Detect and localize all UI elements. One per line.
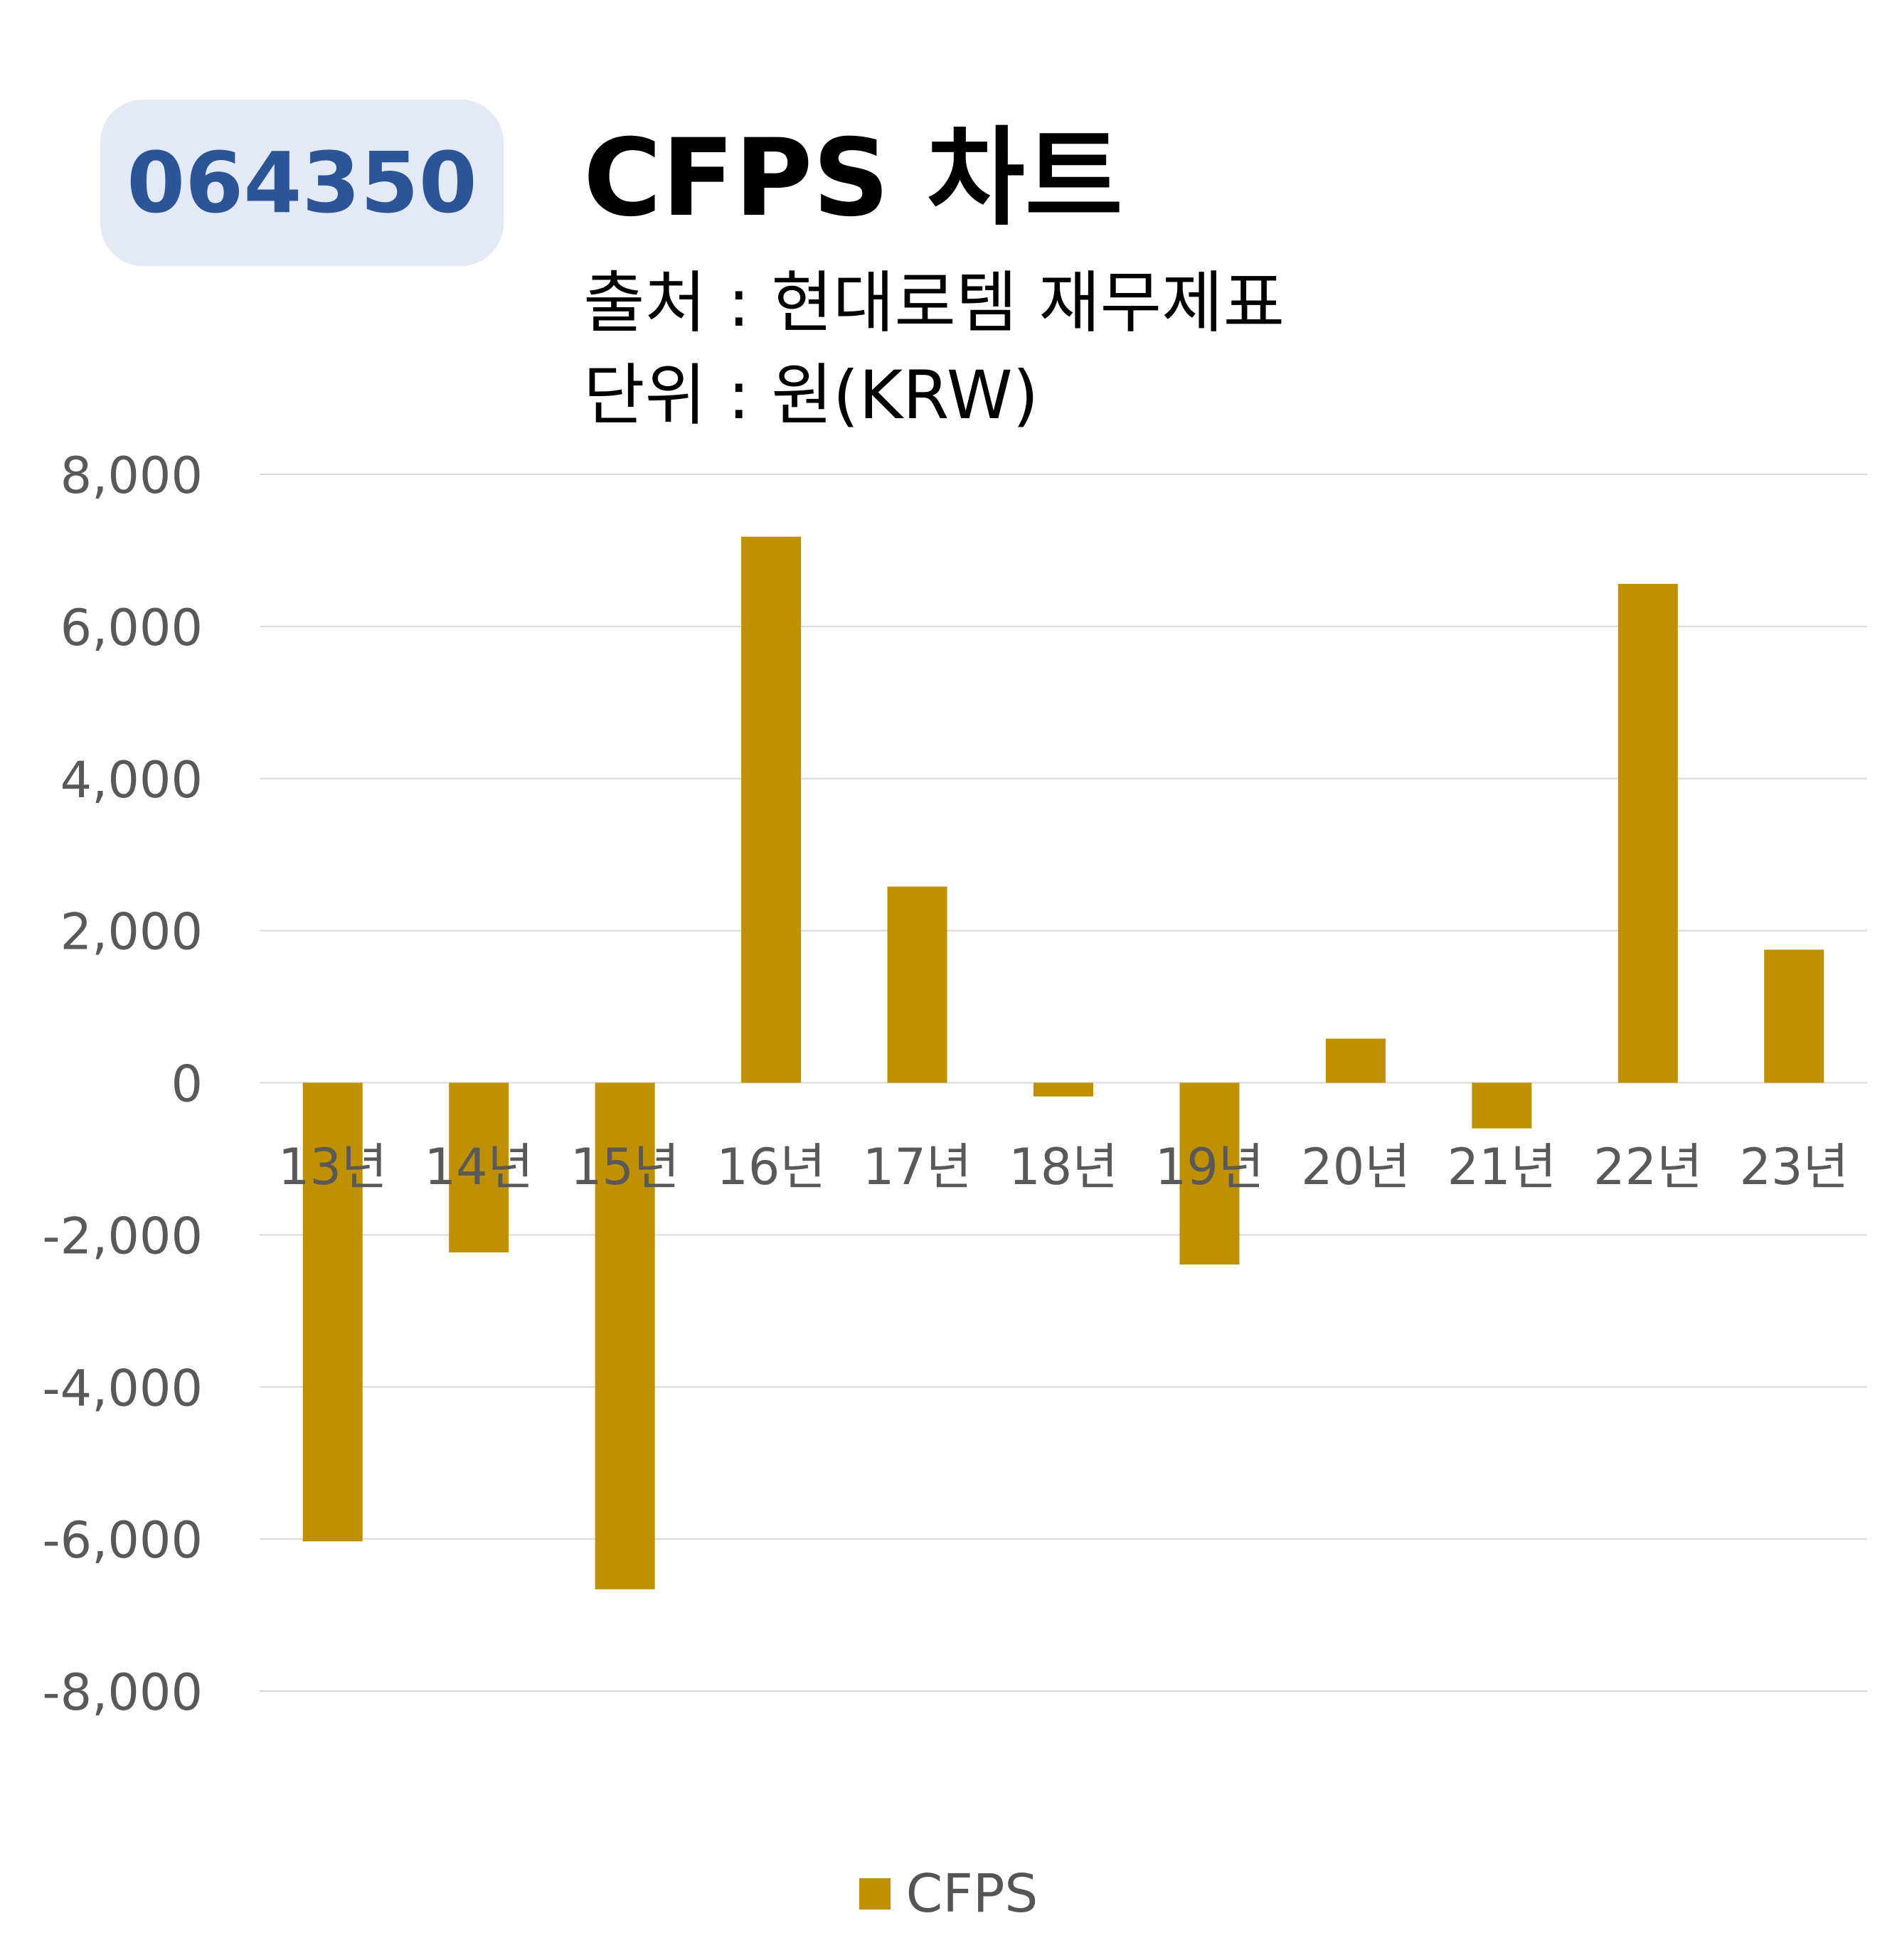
bar-23년 <box>1764 949 1824 1083</box>
label-layer: 8,000 6,000 4,000 2,000 0 -2,000 -4,000 -6,000 -… <box>42 447 1849 1722</box>
legend-label-cfps: CFPS <box>905 1863 1038 1924</box>
x-tick-label: 17년 <box>863 1138 972 1196</box>
legend-swatch <box>859 1878 891 1910</box>
y-tick-label: -8,000 <box>42 1663 203 1722</box>
legend: CFPS <box>0 1863 1897 1924</box>
bar-14년 <box>449 1082 509 1252</box>
bar-19년 <box>1179 1082 1240 1265</box>
bar-16년 <box>741 536 802 1083</box>
x-tick-label: 23년 <box>1740 1138 1849 1196</box>
x-tick-label: 13년 <box>278 1138 387 1196</box>
stock-code: 064350 <box>127 134 477 232</box>
y-tick-label: 2,000 <box>60 903 203 962</box>
x-tick-label: 20년 <box>1301 1138 1410 1196</box>
x-tick-label: 15년 <box>570 1138 679 1196</box>
bar-18년 <box>1033 1082 1093 1097</box>
y-tick-label: -6,000 <box>42 1511 203 1570</box>
bar-layer <box>302 536 1824 1589</box>
y-tick-label: 0 <box>171 1055 203 1114</box>
bar-22년 <box>1617 583 1678 1083</box>
unit-label: 단위 : 원(KRW) <box>583 357 1039 435</box>
y-tick-label: 6,000 <box>60 599 203 657</box>
chart-title: CFPS 차트 <box>583 117 1123 240</box>
stock-code-badge: 064350 <box>100 100 504 266</box>
grid-layer <box>260 474 1867 1692</box>
bar-13년 <box>302 1082 363 1542</box>
x-tick-label: 19년 <box>1155 1138 1264 1196</box>
x-tick-label: 16년 <box>716 1138 825 1196</box>
y-tick-label: -4,000 <box>42 1359 203 1417</box>
source-label: 출처 : 현대로템 재무제표 <box>583 265 1285 342</box>
x-tick-label: 14년 <box>424 1138 533 1196</box>
y-tick-label: 4,000 <box>60 751 203 809</box>
bar-20년 <box>1325 1038 1386 1083</box>
y-tick-label: 8,000 <box>60 447 203 505</box>
x-tick-label: 21년 <box>1447 1138 1556 1196</box>
x-tick-label: 22년 <box>1593 1138 1702 1196</box>
bar-17년 <box>887 886 947 1083</box>
x-tick-label: 18년 <box>1009 1138 1117 1196</box>
bar-21년 <box>1472 1082 1532 1129</box>
y-tick-label: -2,000 <box>42 1207 203 1265</box>
bar-15년 <box>595 1082 655 1589</box>
